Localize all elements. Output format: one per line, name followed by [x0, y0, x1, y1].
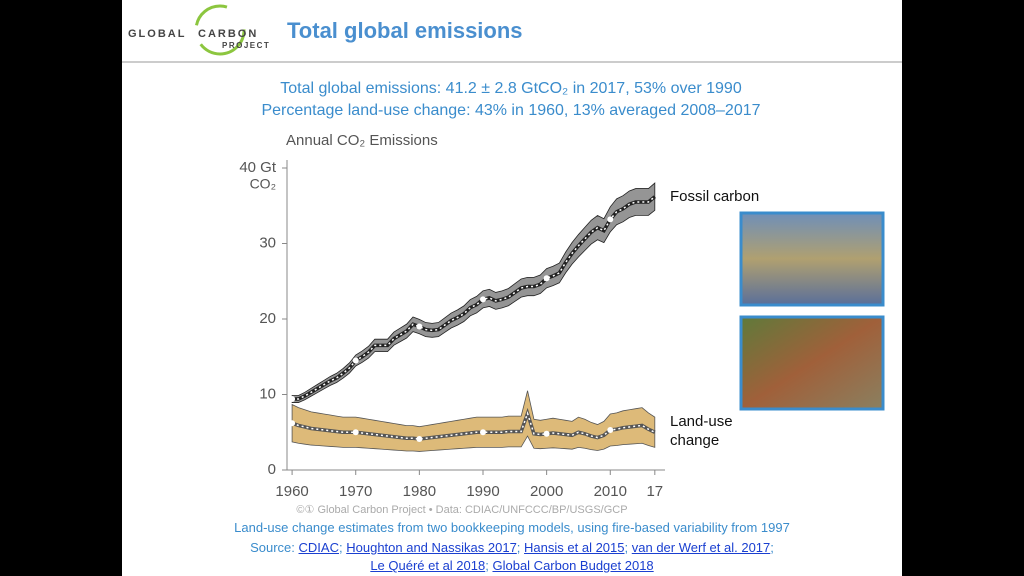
- decade-point: [480, 429, 486, 436]
- decade-point: [607, 216, 614, 223]
- photo-logging: [739, 315, 885, 411]
- subtitle: Total global emissions: 41.2 ± 2.8 GtCO₂…: [280, 80, 742, 97]
- x-tick-label: 1970: [339, 483, 372, 500]
- separator: ;: [485, 558, 489, 573]
- note: Land-use change estimates from two bookk…: [234, 520, 790, 535]
- source-link[interactable]: van der Werf et al. 2017: [631, 540, 771, 555]
- source-link[interactable]: Houghton and Nassikas 2017: [346, 540, 517, 555]
- decade-point: [352, 429, 359, 436]
- subtitle: Percentage land-use change: 43% in 1960,…: [261, 102, 760, 119]
- decade-point: [543, 430, 550, 437]
- y-tick-label: 40 Gt: [239, 159, 277, 176]
- series-label: Fossil carbon: [670, 188, 759, 205]
- logo-text: CARBON: [198, 28, 258, 40]
- decade-point: [480, 296, 486, 303]
- decade-point: [607, 426, 614, 433]
- source-link[interactable]: Global Carbon Budget 2018: [492, 558, 654, 573]
- separator: ;: [770, 540, 774, 555]
- y-tick-label: 10: [259, 385, 276, 402]
- separator: ;: [624, 540, 629, 555]
- series-line-dash: [292, 196, 656, 400]
- source-link[interactable]: CDIAC: [298, 540, 339, 555]
- source-link[interactable]: Le Quéré et al 2018: [370, 558, 486, 573]
- series-label: Land-use: [670, 413, 733, 430]
- logo-text: PROJECT: [222, 41, 270, 50]
- y-tick-label: 20: [259, 310, 276, 327]
- credit: ©① Global Carbon Project • Data: CDIAC/U…: [296, 504, 627, 516]
- series-label: change: [670, 432, 719, 449]
- source-line: Source: CDIAC; Houghton and Nassikas 201…: [122, 540, 902, 555]
- separator: ;: [516, 540, 521, 555]
- source-link[interactable]: Hansis et al 2015: [524, 540, 625, 555]
- y-tick-label: 0: [268, 461, 276, 478]
- x-tick-label: 2010: [594, 483, 627, 500]
- x-tick-label: 17: [646, 483, 663, 500]
- decade-point: [416, 323, 423, 330]
- logo-ring: [194, 4, 246, 56]
- decade-point: [416, 436, 423, 443]
- source-label: Source:: [250, 540, 295, 555]
- logo-text: GLOBAL: [128, 28, 186, 40]
- y-tick-label: 30: [259, 234, 276, 251]
- x-tick-label: 1990: [466, 483, 499, 500]
- y-unit: CO₂: [250, 176, 276, 192]
- x-tick-label: 1960: [275, 483, 308, 500]
- series-line-dash: [291, 410, 656, 440]
- separator: ;: [338, 540, 343, 555]
- chart-title: Annual CO₂ Emissions: [286, 132, 438, 149]
- x-tick-label: 1980: [403, 483, 436, 500]
- decade-point: [543, 275, 550, 282]
- uncertainty-band: [291, 182, 656, 403]
- decade-point: [352, 357, 359, 364]
- x-tick-label: 2000: [530, 483, 563, 500]
- decade-point: [289, 420, 296, 427]
- decade-point: [289, 396, 296, 403]
- source-line: Le Quéré et al 2018; Global Carbon Budge…: [122, 558, 902, 573]
- slide-title: Total global emissions: [287, 18, 523, 43]
- uncertainty-band: [291, 390, 656, 452]
- photo-smokestacks: [739, 211, 885, 307]
